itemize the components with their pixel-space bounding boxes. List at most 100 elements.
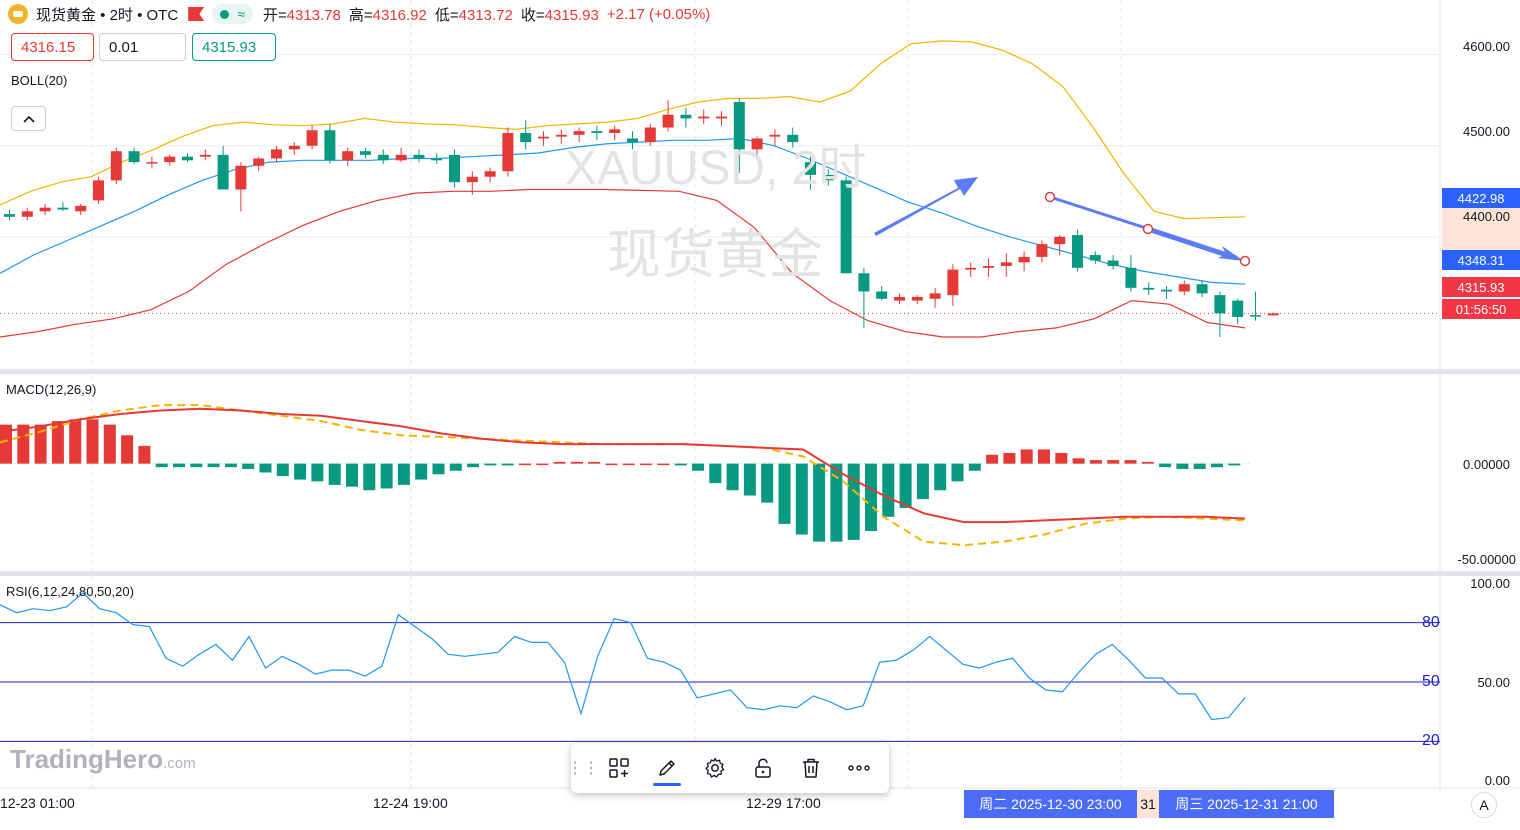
macd-histogram-bar xyxy=(657,463,670,466)
macd-line xyxy=(0,407,1246,524)
boll-mid-price-tag: 4348.31 xyxy=(1442,250,1520,270)
macd-histogram-bar xyxy=(173,463,185,468)
rsi-indicator-label[interactable]: RSI(6,12,24,80,50,20) xyxy=(6,584,134,599)
macd-histogram-bar xyxy=(1124,460,1137,464)
signal-line xyxy=(0,404,1246,547)
anchor-handle xyxy=(1142,223,1154,235)
macd-histogram-bar xyxy=(1193,463,1206,469)
candle-body xyxy=(627,138,638,143)
candle-body xyxy=(840,180,852,274)
macd-histogram-bar xyxy=(570,461,583,464)
candle-body xyxy=(306,130,318,146)
macd-histogram-bar xyxy=(847,463,860,540)
collapse-indicators-button[interactable] xyxy=(11,106,46,131)
symbol-title[interactable]: 现货黄金 • 2时 • OTC xyxy=(36,6,179,24)
macd-histogram-bar xyxy=(34,424,47,464)
macd-histogram-bar xyxy=(588,461,601,464)
pane-separator xyxy=(0,571,1520,576)
status-dot-icon xyxy=(220,9,230,19)
more-button[interactable] xyxy=(835,748,883,788)
macd-histogram-bar xyxy=(951,463,964,482)
candle-body xyxy=(929,293,941,299)
macd-histogram-bar xyxy=(484,463,497,466)
macd-histogram-bar xyxy=(155,463,168,468)
boll-upper-line xyxy=(0,40,1246,220)
market-status-pill[interactable]: ≈ xyxy=(212,4,253,24)
quantity-input[interactable]: 0.01 xyxy=(99,33,186,61)
macd-histogram-bar xyxy=(934,463,947,491)
candle-body xyxy=(199,154,211,157)
lock-button[interactable] xyxy=(739,748,787,788)
candle-body xyxy=(876,291,888,299)
candle-body xyxy=(520,132,532,143)
macd-histogram-bar xyxy=(536,463,549,466)
watermark-symbol: XAUUSD, 2时 xyxy=(565,142,867,195)
candle-body xyxy=(395,154,407,161)
candle-body xyxy=(484,171,496,177)
macd-histogram-bar xyxy=(415,463,428,480)
macd-axis-label: -50.00000 xyxy=(1457,552,1516,567)
candle-body xyxy=(591,131,603,133)
candle-body xyxy=(1267,313,1279,316)
objects-button[interactable] xyxy=(595,748,643,788)
candle-body xyxy=(235,165,247,190)
candle-body xyxy=(1214,295,1226,314)
candle-body xyxy=(1072,235,1083,268)
anchor-handle xyxy=(1044,191,1056,203)
sell-price-button[interactable]: 4316.15 xyxy=(11,33,94,61)
macd-histogram-bar xyxy=(640,463,653,466)
pencil-button[interactable] xyxy=(643,748,691,788)
candle-body xyxy=(1054,236,1066,245)
candle-body xyxy=(164,156,176,163)
close-value: 收=4315.93 xyxy=(520,6,599,24)
settings-button[interactable] xyxy=(691,748,739,788)
candle-body xyxy=(680,114,692,119)
delete-button[interactable] xyxy=(787,748,835,788)
rsi-axis-label: 50.00 xyxy=(1477,675,1510,690)
macd-histogram-bar xyxy=(743,463,756,496)
macd-histogram-bar xyxy=(1176,463,1189,469)
candle-body xyxy=(538,136,549,139)
candle-body xyxy=(413,154,425,159)
macd-histogram-bar xyxy=(397,463,410,485)
macd-histogram-bar xyxy=(726,463,739,491)
macd-histogram-bar xyxy=(813,463,826,542)
trash-icon xyxy=(803,758,819,778)
macd-histogram-bar xyxy=(121,435,134,464)
symbol-header: 现货黄金 • 2时 • OTC ≈ 开=4313.78 高=4316.92 低=… xyxy=(8,2,710,26)
candle-body xyxy=(769,134,781,137)
candle-body xyxy=(1107,260,1119,266)
candle-body xyxy=(1125,267,1137,288)
candle-body xyxy=(1161,289,1172,292)
candle-body xyxy=(110,151,122,181)
rsi-level-label: 80 xyxy=(1422,614,1440,631)
tradinghero-logo: TradingHero.com xyxy=(10,744,196,774)
macd-histogram-bar xyxy=(294,463,307,480)
grip-icon[interactable]: ⋮⋮ xyxy=(567,760,599,777)
macd-histogram-bar xyxy=(363,463,376,491)
candle-body xyxy=(502,132,514,172)
macd-histogram-bar xyxy=(103,424,116,464)
candle-body xyxy=(4,214,15,217)
anchor-handle xyxy=(1239,255,1251,267)
trend-arrow-line xyxy=(1147,226,1237,261)
macd-histogram-bar xyxy=(622,463,635,466)
macd-histogram-bar xyxy=(674,463,687,466)
macd-histogram-bar xyxy=(761,463,774,503)
auto-scale-button[interactable]: A xyxy=(1471,792,1497,818)
macd-histogram-bar xyxy=(86,419,99,464)
macd-histogram-bar xyxy=(795,463,808,535)
change-value: +2.17 (+0.05%) xyxy=(606,5,711,23)
pencil-icon xyxy=(659,760,675,776)
macd-histogram-bar xyxy=(432,463,445,475)
macd-indicator-label[interactable]: MACD(12,26,9) xyxy=(6,382,97,397)
rsi-axis-label: 0.00 xyxy=(1484,773,1510,788)
high-value: 高=4316.92 xyxy=(348,6,427,24)
macd-histogram-bar xyxy=(328,463,341,485)
candle-body xyxy=(1036,244,1048,257)
candle-body xyxy=(360,151,371,155)
flag-icon[interactable] xyxy=(188,7,205,21)
buy-price-button[interactable]: 4315.93 xyxy=(192,33,276,61)
boll-indicator-label[interactable]: BOLL(20) xyxy=(11,73,68,88)
